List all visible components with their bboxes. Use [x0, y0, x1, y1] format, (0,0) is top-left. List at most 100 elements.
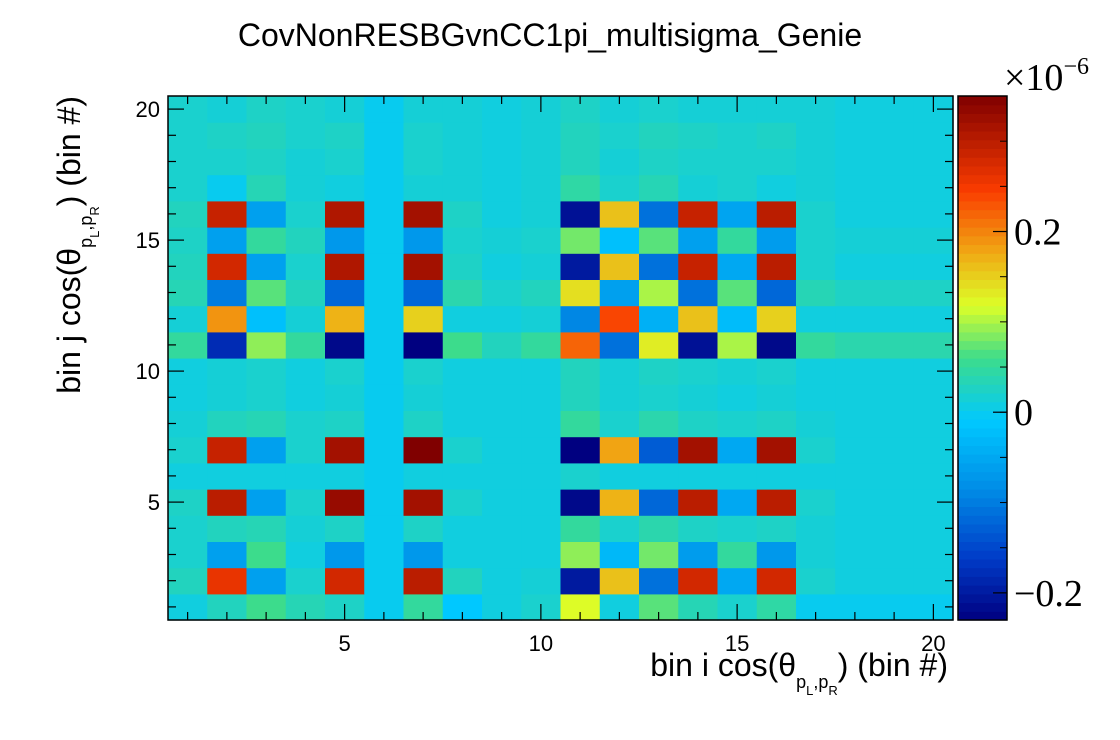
heatmap-cell [757, 227, 797, 254]
heatmap-cell [364, 463, 404, 490]
heatmap-cell [835, 568, 875, 595]
heatmap-cell [639, 306, 679, 333]
heatmap-cell [247, 515, 287, 542]
heatmap-cell [875, 541, 915, 568]
heatmap-cell [600, 358, 640, 385]
colorbar-segment [958, 148, 1007, 157]
heatmap-cell [325, 227, 365, 254]
heatmap-cell [482, 541, 522, 568]
heatmap-cell [364, 332, 404, 359]
heatmap-cell [796, 122, 836, 149]
heatmap-cell [364, 122, 404, 149]
heatmap-cell [718, 253, 758, 280]
heatmap-cell [600, 227, 640, 254]
heatmap-cell [364, 253, 404, 280]
heatmap-cell [404, 515, 444, 542]
heatmap-cell [404, 148, 444, 175]
heatmap-cell [404, 463, 444, 490]
heatmap-cell [561, 358, 601, 385]
colorbar-segment [958, 358, 1007, 367]
colorbar-segment [958, 428, 1007, 437]
heatmap-cell [443, 332, 483, 359]
heatmap-cell [639, 122, 679, 149]
heatmap-cell [718, 568, 758, 595]
colorbar-segment [958, 279, 1007, 288]
heatmap-cell [875, 568, 915, 595]
heatmap-cell [364, 148, 404, 175]
heatmap-cell [678, 201, 718, 228]
heatmap-cell [757, 489, 797, 516]
heatmap-cell [796, 332, 836, 359]
heatmap-cell [404, 568, 444, 595]
heatmap-cell [639, 384, 679, 411]
heatmap-cell [286, 410, 326, 437]
heatmap-cell [600, 201, 640, 228]
heatmap-cell [757, 122, 797, 149]
heatmap-cell [718, 201, 758, 228]
heatmap-cell [482, 201, 522, 228]
heatmap-cell [718, 122, 758, 149]
colorbar-tick-label: 0.2 [1014, 212, 1062, 254]
heatmap-cell [561, 201, 601, 228]
heatmap-cell [835, 253, 875, 280]
colorbar-tick-label: −0.2 [1014, 573, 1083, 615]
heatmap-cell [482, 175, 522, 202]
heatmap-cell [207, 227, 247, 254]
heatmap-cell [482, 148, 522, 175]
heatmap-cell [247, 279, 287, 306]
heatmap-cell [600, 384, 640, 411]
heatmap-cell [364, 541, 404, 568]
colorbar-segment [958, 271, 1007, 280]
colorbar-multiplier: ×10−6 [1004, 54, 1089, 99]
heatmap-cell [718, 332, 758, 359]
heatmap-cell [521, 122, 561, 149]
heatmap-cell [443, 515, 483, 542]
heatmap-cell [207, 541, 247, 568]
heatmap-cell [835, 122, 875, 149]
heatmap-cell [364, 384, 404, 411]
heatmap-cell [600, 515, 640, 542]
colorbar-segment [958, 210, 1007, 219]
heatmap-cell [247, 253, 287, 280]
heatmap-cell [286, 568, 326, 595]
heatmap-cell [325, 384, 365, 411]
heatmap-cell [443, 201, 483, 228]
colorbar [958, 96, 1007, 621]
heatmap-cell [561, 306, 601, 333]
y-tick-label: 10 [136, 359, 160, 384]
heatmap-cell [796, 279, 836, 306]
heatmap-cell [521, 306, 561, 333]
heatmap-cell [678, 568, 718, 595]
heatmap-cell [404, 253, 444, 280]
heatmap-cell [404, 306, 444, 333]
colorbar-segment [958, 393, 1007, 402]
colorbar-segment [958, 323, 1007, 332]
heatmap-cell [600, 279, 640, 306]
heatmap-cell [404, 358, 444, 385]
heatmap-cell [718, 463, 758, 490]
heatmap-cell [207, 410, 247, 437]
colorbar-segment [958, 306, 1007, 315]
heatmap-cell [443, 463, 483, 490]
heatmap-cell [325, 306, 365, 333]
heatmap-cell [247, 122, 287, 149]
heatmap-cell [678, 306, 718, 333]
heatmap-cell [718, 358, 758, 385]
heatmap-cell [757, 175, 797, 202]
heatmap-cell [600, 122, 640, 149]
heatmap-cell [443, 175, 483, 202]
heatmap-cell [600, 253, 640, 280]
heatmap-cell [521, 332, 561, 359]
colorbar-segment [958, 489, 1007, 498]
heatmap-cell [600, 489, 640, 516]
heatmap-cell [521, 515, 561, 542]
colorbar-segment [958, 568, 1007, 577]
heatmap-cell [521, 568, 561, 595]
heatmap-cell [443, 384, 483, 411]
heatmap-cell [600, 332, 640, 359]
heatmap-cell [521, 463, 561, 490]
heatmap-cell [325, 175, 365, 202]
heatmap-cell [835, 437, 875, 464]
heatmap-cell [639, 279, 679, 306]
heatmap-cell [364, 175, 404, 202]
